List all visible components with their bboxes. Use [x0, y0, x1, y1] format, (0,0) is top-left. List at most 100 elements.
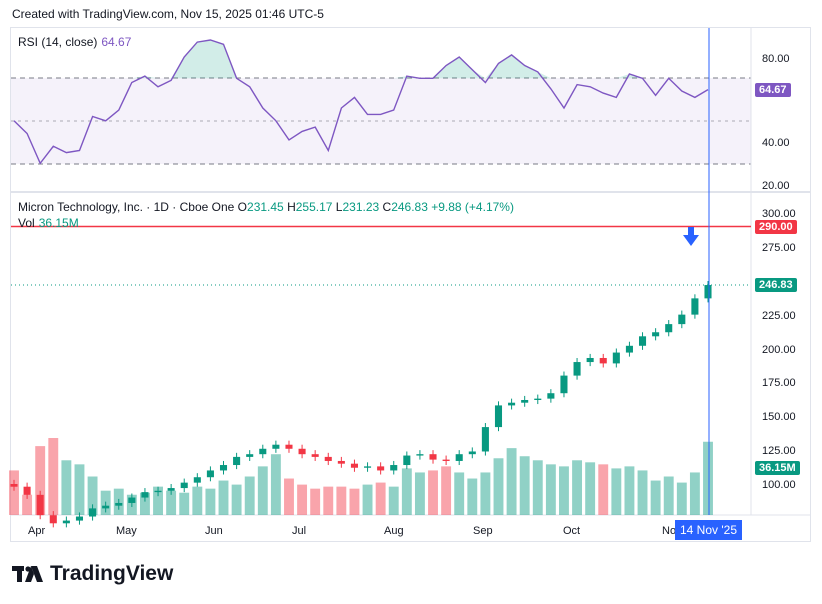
candle-body [49, 515, 57, 524]
rsi-overbought-fill [14, 40, 708, 79]
rsi-series [13, 39, 709, 165]
volume-bar [441, 466, 452, 515]
x-tick-sep: Sep [473, 525, 493, 537]
volume-bar [624, 466, 635, 515]
candle [364, 462, 372, 472]
close-value: 246.83 [391, 200, 428, 214]
candle [311, 450, 319, 461]
candle-body [102, 505, 110, 509]
tradingview-logo[interactable]: TradingView [12, 562, 173, 586]
volume-bar [703, 441, 713, 515]
candle [62, 516, 70, 528]
candle-body [180, 482, 188, 489]
candle-body [455, 454, 463, 461]
alert-price-badge[interactable]: 290.00 [755, 220, 797, 234]
candle [350, 459, 358, 472]
candle [36, 490, 44, 520]
price-tick-300: 300.00 [762, 208, 796, 220]
volume-legend[interactable]: Vol 36.15M [18, 216, 79, 230]
candle [599, 353, 607, 368]
volume-bar [428, 470, 438, 515]
candle [10, 479, 18, 491]
candle-body [638, 336, 647, 346]
volume-bar [611, 468, 622, 515]
created-with-caption: Created with TradingView.com, Nov 15, 20… [12, 7, 324, 21]
candle [154, 486, 162, 497]
candle [678, 310, 686, 329]
volume-bar [598, 464, 609, 515]
rsi-legend-label: RSI (14, close) [18, 35, 98, 49]
candle-body [128, 497, 136, 503]
price-legend[interactable]: Micron Technology, Inc. · 1D · Cboe One … [18, 200, 514, 214]
candle-body [573, 362, 581, 376]
volume-bar [284, 478, 294, 515]
candle [665, 320, 673, 337]
tradingview-logo-icon [12, 566, 43, 582]
volume-bar [205, 488, 216, 515]
volume-bar [637, 470, 648, 515]
volume-bar [559, 466, 569, 515]
price-tick-175: 175.00 [762, 377, 796, 389]
rsi-current-badge: 64.67 [755, 83, 791, 97]
rsi-legend-value: 64.67 [101, 35, 132, 49]
volume-bar [375, 482, 386, 515]
rsi-tick-80: 80.00 [762, 53, 790, 65]
volume-label: Vol [18, 216, 35, 230]
candle-body [481, 427, 489, 452]
rsi-tick-20: 20.00 [762, 180, 790, 192]
last-price-badge: 246.83 [755, 278, 797, 292]
volume-bar [61, 460, 72, 515]
candle [89, 504, 97, 521]
volume-bar [480, 472, 491, 515]
candle-body [75, 516, 84, 521]
candle-body [259, 448, 267, 455]
candle-body [560, 375, 568, 394]
candle-body [599, 357, 607, 364]
rsi-legend[interactable]: RSI (14, close) 64.67 [18, 35, 131, 49]
candle [494, 401, 503, 432]
candle-body [272, 444, 280, 449]
low-value: 231.23 [342, 200, 380, 214]
price-tick-275: 275.00 [762, 242, 796, 254]
price-tick-100: 100.00 [762, 479, 796, 491]
volume-bar [388, 486, 399, 515]
candle [390, 460, 398, 475]
volume-bar [74, 464, 85, 515]
candle-body [586, 357, 594, 363]
candle-body [534, 398, 542, 400]
candle [442, 455, 450, 466]
candle-body [377, 466, 385, 471]
x-tick-aug: Aug [384, 525, 404, 537]
arrow-down-icon [683, 227, 699, 246]
volume-bar [362, 484, 373, 515]
candle [560, 371, 568, 398]
volume-bar [506, 448, 517, 515]
candle-body [665, 324, 673, 333]
volume-bar [218, 480, 229, 515]
candlestick-series [10, 280, 712, 528]
volume-bar [244, 476, 255, 515]
candle [298, 444, 306, 459]
candle-body [547, 393, 555, 399]
candle [272, 440, 280, 453]
volume-bar [545, 464, 556, 515]
volume-badge: 36.15M [755, 461, 800, 475]
candle [416, 450, 424, 460]
candle-body [652, 332, 660, 337]
candle-body [691, 298, 699, 315]
candle [285, 440, 293, 453]
candle-body [521, 399, 529, 403]
volume-bar [297, 484, 308, 515]
volume-bar [663, 476, 674, 515]
candle-body [311, 454, 319, 457]
open-label: O [237, 200, 248, 214]
volume-bar [676, 482, 687, 515]
candle-body [364, 466, 372, 468]
candle-body [429, 454, 437, 460]
high-label: H [287, 200, 296, 214]
candle [586, 353, 594, 367]
candle-body [508, 402, 516, 406]
candle [547, 389, 555, 403]
candle [324, 452, 332, 466]
